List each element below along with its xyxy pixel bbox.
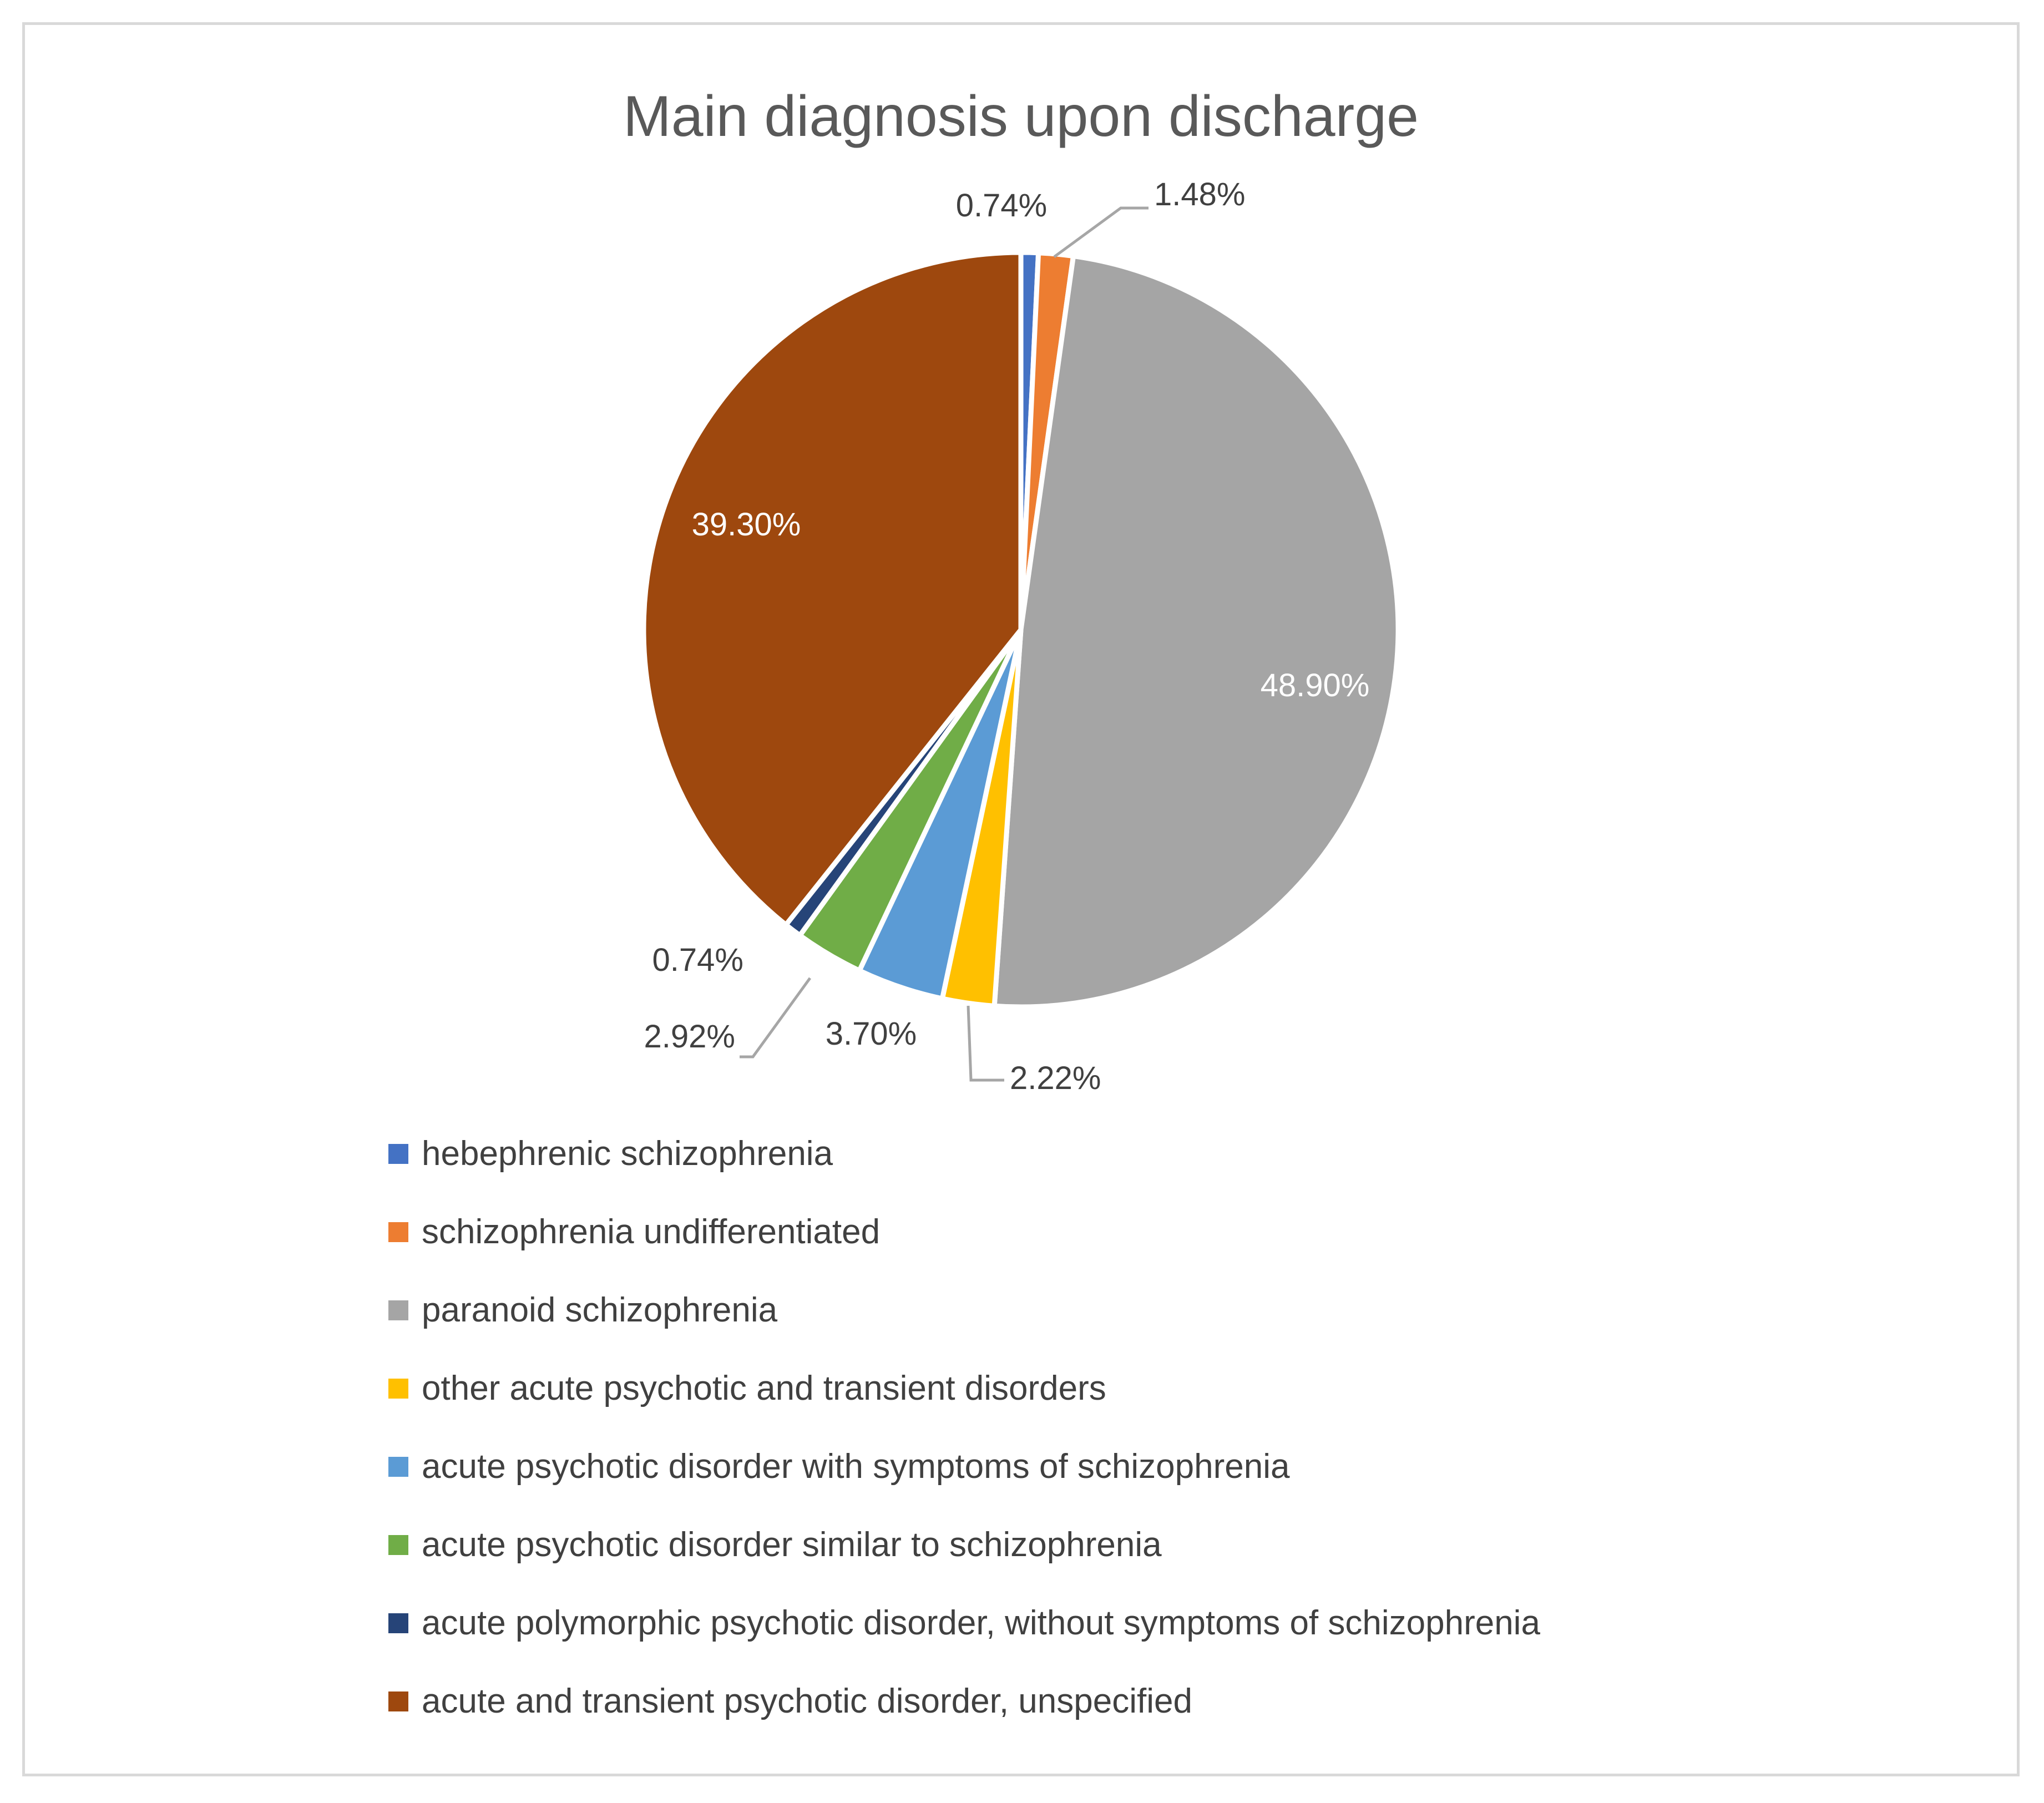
data-label-acute-and-transient-psychotic-disorder-unspecified: 39.30% bbox=[692, 507, 801, 543]
legend-label-acute-psychotic-disorder-with-symptoms-of-schizophrenia: acute psychotic disorder with symptoms o… bbox=[422, 1447, 1290, 1486]
legend-swatch-acute-psychotic-disorder-with-symptoms-of-schizophrenia bbox=[388, 1457, 408, 1477]
chart-title: Main diagnosis upon discharge bbox=[623, 84, 1419, 149]
legend-label-other-acute-psychotic-and-transient-disorders: other acute psychotic and transient diso… bbox=[422, 1369, 1106, 1407]
legend-label-acute-psychotic-disorder-similar-to-schizophrenia: acute psychotic disorder similar to schi… bbox=[422, 1526, 1162, 1564]
pie-slices bbox=[641, 250, 1401, 1010]
leader-line-other-acute-psychotic-and-transient-disorders bbox=[967, 1005, 1004, 1082]
data-label-hebephrenic-schizophrenia: 0.74% bbox=[956, 188, 1047, 224]
legend-swatch-paranoid-schizophrenia bbox=[388, 1300, 408, 1320]
legend-swatch-acute-polymorphic-psychotic-disorder-without-symptoms-of-schizophrenia bbox=[388, 1613, 408, 1633]
legend-swatch-schizophrenia-undifferentiated bbox=[388, 1222, 408, 1242]
leader-line-acute-psychotic-disorder-similar-to-schizophrenia bbox=[740, 977, 812, 1058]
data-label-acute-polymorphic-psychotic-disorder-without-symptoms-of-schizophrenia: 0.74% bbox=[652, 942, 743, 978]
legend-swatch-acute-and-transient-psychotic-disorder-unspecified bbox=[388, 1691, 408, 1711]
data-label-acute-psychotic-disorder-similar-to-schizophrenia: 2.92% bbox=[644, 1019, 735, 1055]
legend-label-hebephrenic-schizophrenia: hebephrenic schizophrenia bbox=[422, 1135, 833, 1173]
legend-label-paranoid-schizophrenia: paranoid schizophrenia bbox=[422, 1291, 778, 1329]
leader-line-schizophrenia-undifferentiated bbox=[1053, 206, 1149, 259]
legend-label-acute-and-transient-psychotic-disorder-unspecified: acute and transient psychotic disorder, … bbox=[422, 1682, 1192, 1720]
data-label-schizophrenia-undifferentiated: 1.48% bbox=[1154, 176, 1245, 212]
data-label-other-acute-psychotic-and-transient-disorders: 2.22% bbox=[1010, 1060, 1101, 1096]
pie-slice-paranoid-schizophrenia bbox=[991, 254, 1401, 1010]
legend: hebephrenic schizophrenia schizophrenia u… bbox=[388, 1135, 1540, 1720]
legend-label-schizophrenia-undifferentiated: schizophrenia undifferentiated bbox=[422, 1213, 880, 1251]
legend-swatch-acute-psychotic-disorder-similar-to-schizophrenia bbox=[388, 1535, 408, 1555]
leader-lines bbox=[740, 206, 1149, 1082]
pie-chart: Main diagnosis upon discharge 0.74% 1.48%… bbox=[388, 84, 1540, 1720]
chart-frame: Main diagnosis upon discharge 0.74% 1.48%… bbox=[22, 22, 2020, 1776]
data-label-paranoid-schizophrenia: 48.90% bbox=[1261, 667, 1370, 703]
data-labels: 0.74% 1.48% 48.90% 2.22% 3.70% 2.92% 0.74% 39.3… bbox=[644, 176, 1370, 1096]
legend-label-acute-polymorphic-psychotic-disorder-without-symptoms-of-schizophrenia: acute polymorphic psychotic disorder, wi… bbox=[422, 1604, 1540, 1642]
data-label-acute-psychotic-disorder-with-symptoms-of-schizophrenia: 3.70% bbox=[826, 1016, 917, 1052]
legend-swatch-other-acute-psychotic-and-transient-disorders bbox=[388, 1379, 408, 1399]
legend-swatch-hebephrenic-schizophrenia bbox=[388, 1144, 408, 1164]
pie-slice-acute-and-transient-psychotic-disorder-unspecified bbox=[641, 250, 1024, 928]
